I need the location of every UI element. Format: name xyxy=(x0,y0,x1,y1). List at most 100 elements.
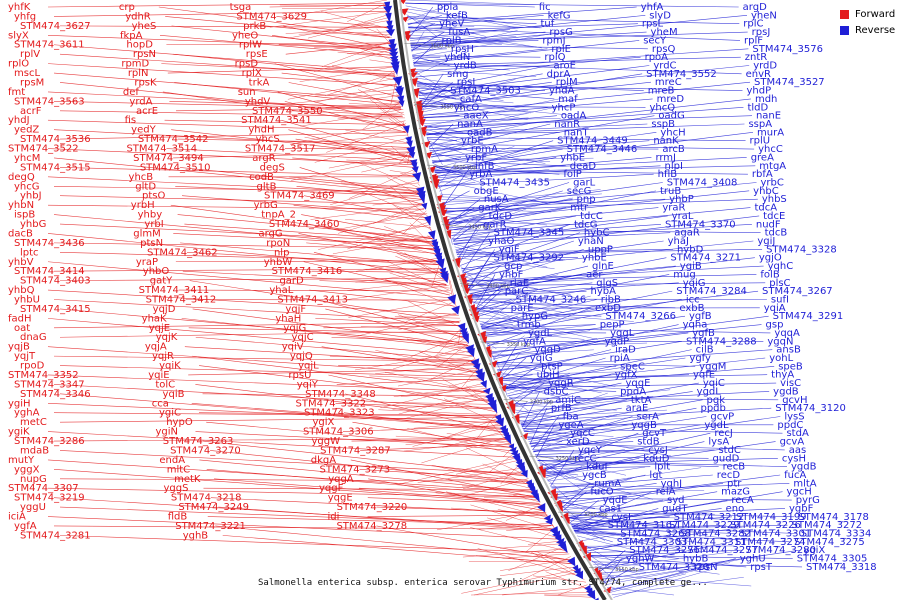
gene-label[interactable]: mdh xyxy=(755,94,777,105)
gene-label[interactable]: tnpA_2 xyxy=(261,210,296,221)
gene-label[interactable]: mug xyxy=(673,269,695,280)
gene-label[interactable]: STM474_3527 xyxy=(754,77,825,88)
gene-label[interactable]: yqjQ xyxy=(290,351,313,362)
gene-label[interactable]: ygdP xyxy=(605,336,630,347)
gene-label[interactable]: yhbW xyxy=(264,257,293,268)
gene-label[interactable]: tktA xyxy=(631,395,652,406)
gene-label[interactable]: yqhC xyxy=(768,261,794,272)
gene-label[interactable]: lysA xyxy=(708,437,729,448)
gene-label[interactable]: garK xyxy=(478,203,502,214)
gene-label[interactable]: degQ xyxy=(8,172,35,183)
gene-label[interactable]: STM474_3249 xyxy=(178,502,249,513)
gene-label[interactable]: prkB xyxy=(243,21,266,32)
gene-label[interactable]: fba xyxy=(563,412,579,423)
gene-label[interactable]: nanR xyxy=(554,119,580,130)
gene-label[interactable]: mdaB xyxy=(20,445,49,456)
reverse-gene-arrow[interactable] xyxy=(388,43,397,52)
gene-label[interactable]: STM474_3517 xyxy=(245,144,316,155)
gene-label[interactable]: STM474_3286 xyxy=(14,436,85,447)
gene-label[interactable]: STM474_3271 xyxy=(670,253,741,264)
gene-label[interactable]: STM474_3218 xyxy=(171,493,242,504)
gene-label[interactable]: yhcQ xyxy=(650,102,676,113)
reverse-gene-arrow[interactable] xyxy=(447,294,457,305)
gene-label[interactable]: nanA xyxy=(457,119,483,130)
gene-label[interactable]: obgE xyxy=(474,186,499,197)
gene-label[interactable]: yggX xyxy=(14,464,40,475)
reverse-gene-arrow[interactable] xyxy=(392,76,403,87)
gene-label[interactable]: yrdB xyxy=(454,61,477,72)
gene-label[interactable]: xerD xyxy=(566,437,590,448)
gene-label[interactable]: fucO xyxy=(590,487,613,498)
gene-label[interactable]: STM474_3288 xyxy=(686,336,757,347)
reverse-gene-arrow[interactable] xyxy=(467,347,475,358)
gene-label[interactable]: aaeX xyxy=(463,111,488,122)
gene-label[interactable]: yraL xyxy=(672,211,694,222)
gene-label[interactable]: rplM xyxy=(556,77,578,88)
gene-label[interactable]: ppdC xyxy=(777,420,803,431)
gene-label[interactable]: aer xyxy=(586,269,603,280)
gene-label[interactable]: ygcH xyxy=(787,487,812,498)
gene-label[interactable]: STM474_3550 xyxy=(252,106,323,117)
gene-label[interactable]: rpsL xyxy=(642,19,664,30)
gene-label[interactable]: yhdV xyxy=(245,96,271,107)
gene-label[interactable]: STM474_3307 xyxy=(8,483,79,494)
gene-label[interactable]: truB xyxy=(660,186,681,197)
gene-label[interactable]: sufI xyxy=(771,295,789,306)
gene-label[interactable]: gudD xyxy=(713,453,740,464)
gene-label[interactable]: STM474_3611 xyxy=(14,40,85,51)
gene-label[interactable]: yhdN xyxy=(444,52,470,63)
gene-label[interactable]: rplU xyxy=(750,136,771,147)
gene-label[interactable]: STM474_3522 xyxy=(8,144,79,155)
gene-label[interactable]: STM474_3541 xyxy=(241,115,312,126)
forward-gene-arrow[interactable] xyxy=(401,16,409,23)
gene-label[interactable]: rpmA xyxy=(471,144,498,155)
gene-label[interactable]: STM474_3347 xyxy=(14,379,85,390)
forward-gene-arrow[interactable] xyxy=(479,336,488,344)
gene-label[interactable]: tsga xyxy=(230,2,252,13)
reverse-gene-arrow[interactable] xyxy=(451,305,460,315)
gene-label[interactable]: dnaG xyxy=(20,332,47,343)
forward-gene-arrow[interactable] xyxy=(472,315,480,323)
gene-label[interactable]: rpsG xyxy=(549,27,572,38)
reverse-gene-arrow[interactable] xyxy=(435,258,445,270)
gene-label[interactable]: STM474_3282 xyxy=(680,529,751,540)
gene-label[interactable]: yqiC xyxy=(703,378,725,389)
gene-label[interactable]: STM474_3411 xyxy=(139,285,210,296)
forward-gene-arrow[interactable] xyxy=(437,209,448,217)
gene-label[interactable]: STM474_3291 xyxy=(773,311,844,322)
gene-label[interactable]: rlaE xyxy=(510,278,529,289)
gene-label[interactable]: rplQ xyxy=(544,52,565,63)
gene-label[interactable]: STM474_3469 xyxy=(264,191,335,202)
gene-label[interactable]: hybB xyxy=(683,554,709,565)
forward-gene-arrow[interactable] xyxy=(579,545,587,555)
gene-label[interactable]: dacB xyxy=(8,228,33,239)
gene-label[interactable]: STM474_3412 xyxy=(146,295,217,306)
gene-label[interactable]: yrbG xyxy=(254,200,278,211)
gene-label[interactable]: syd xyxy=(667,495,684,506)
gene-label[interactable]: yqiG xyxy=(683,278,706,289)
gene-label[interactable]: yqiV xyxy=(282,342,304,353)
gene-label[interactable]: yqjE xyxy=(149,323,170,334)
gene-label[interactable]: ygfB xyxy=(689,311,712,322)
gene-label[interactable]: yrbI xyxy=(144,219,163,230)
gene-label[interactable]: STM474_3226 xyxy=(730,520,801,531)
gene-label[interactable]: STM474_3403 xyxy=(20,276,91,287)
gene-label[interactable]: yhbJ xyxy=(20,191,42,202)
gene-label[interactable]: ygqN xyxy=(767,336,793,347)
gene-label[interactable]: STM474_3514 xyxy=(126,144,197,155)
gene-label[interactable]: tdcD xyxy=(489,211,513,222)
gene-label[interactable]: dprA xyxy=(547,69,571,80)
reverse-gene-arrow[interactable] xyxy=(472,363,481,371)
gene-label[interactable]: STM474_3346 xyxy=(20,389,91,400)
gene-label[interactable]: STM474_3273 xyxy=(319,464,390,475)
gene-label[interactable]: stdA xyxy=(786,428,808,439)
gene-label[interactable]: maf xyxy=(558,94,578,105)
gene-label[interactable]: STM474_3120 xyxy=(775,403,846,414)
gene-label[interactable]: rplN xyxy=(128,68,149,79)
gene-label[interactable]: STM474_3303 xyxy=(617,537,688,548)
gene-label[interactable]: rpsJ xyxy=(752,27,771,38)
gene-label[interactable]: thyA xyxy=(771,370,794,381)
gene-label[interactable]: yhbP xyxy=(669,194,694,205)
gene-label[interactable]: ygiH xyxy=(8,398,31,409)
gene-label[interactable]: yqiB xyxy=(163,389,185,400)
